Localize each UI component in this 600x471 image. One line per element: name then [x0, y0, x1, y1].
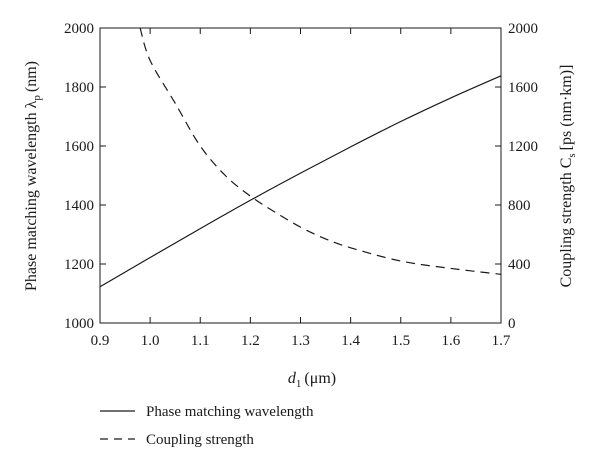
- legend: Phase matching wavelength Coupling stren…: [100, 404, 314, 448]
- legend-label-coupling-strength: Coupling strength: [146, 432, 254, 448]
- right-y-tick-label: 1600: [508, 80, 538, 96]
- x-tick-label: 1.1: [191, 333, 210, 349]
- x-tick-label: 1.3: [291, 333, 310, 349]
- x-tick-label: 1.5: [391, 333, 410, 349]
- series-line-phase-matching-wavelength: [99, 75, 502, 288]
- left-y-axis-ticks: 1000 1200 1400 1600 1800 2000: [64, 21, 106, 332]
- left-y-tick-label: 1800: [64, 80, 94, 96]
- right-y-tick-label: 0: [508, 316, 516, 332]
- series-line-coupling-strength: [139, 27, 502, 275]
- x-axis-title: d1 (μm): [288, 370, 336, 390]
- left-y-tick-label: 1200: [64, 257, 94, 273]
- left-y-tick-label: 2000: [64, 21, 94, 37]
- right-y-tick-label: 400: [508, 257, 531, 273]
- left-y-tick-label: 1000: [64, 316, 94, 332]
- x-tick-label: 1.0: [141, 333, 160, 349]
- left-y-tick-label: 1600: [64, 139, 94, 155]
- x-tick-label: 1.6: [442, 333, 461, 349]
- x-tick-label: 1.7: [492, 333, 511, 349]
- x-axis-ticks: 0.9 1.0 1.1 1.2 1.3 1.4 1.5 1.6 1.7: [91, 28, 511, 349]
- right-y-axis-ticks: 0 400 800 1200 1600 2000: [495, 21, 538, 332]
- right-y-axis-title: Coupling strength Cs[ps (nm·km)]: [558, 65, 578, 288]
- x-tick-label: 1.4: [341, 333, 360, 349]
- right-y-tick-label: 800: [508, 198, 531, 214]
- right-y-tick-label: 1200: [508, 139, 538, 155]
- left-y-axis-title: Phase matching wavelength λp(nm): [23, 61, 43, 291]
- x-tick-label: 0.9: [91, 333, 110, 349]
- plot-frame: [99, 27, 502, 324]
- plot-border: [99, 27, 502, 324]
- left-y-tick-label: 1400: [64, 198, 94, 214]
- right-y-tick-label: 2000: [508, 21, 538, 37]
- x-tick-label: 1.2: [241, 333, 260, 349]
- series-layer: [99, 27, 502, 288]
- legend-label-phase-matching: Phase matching wavelength: [146, 404, 314, 420]
